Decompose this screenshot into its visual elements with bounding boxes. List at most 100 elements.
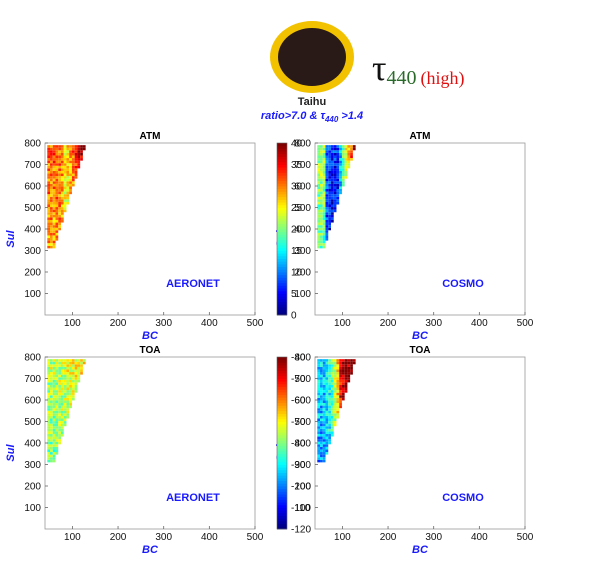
heatmap-cell — [322, 225, 326, 228]
heatmap-cell — [317, 366, 321, 370]
heatmap-cell — [330, 359, 334, 362]
site-label: Taihu — [298, 96, 327, 108]
heatmap-cell — [55, 145, 59, 148]
heatmap-cell — [347, 364, 351, 367]
heatmap-cell — [339, 183, 342, 187]
heatmap-cell — [50, 372, 53, 375]
heatmap-cell — [63, 403, 67, 406]
heatmap-cell — [325, 225, 329, 228]
heatmap-cell — [325, 361, 329, 365]
heatmap-cell — [325, 194, 329, 197]
heatmap-cell — [320, 382, 323, 385]
heatmap-cell — [63, 400, 67, 404]
heatmap-cell — [320, 232, 323, 236]
heatmap-cell — [47, 245, 51, 249]
heatmap-cell — [55, 199, 59, 202]
heatmap-cell — [74, 382, 78, 385]
heatmap-cell — [47, 240, 51, 244]
colorbar-segment — [277, 496, 287, 500]
colorbar-segment — [277, 172, 287, 176]
heatmap-cell — [47, 408, 51, 411]
heatmap-cell — [341, 377, 345, 380]
colorbar-segment — [277, 381, 287, 385]
heatmap-cell — [320, 441, 323, 445]
colorbar-tick-label: -70 — [291, 417, 306, 428]
heatmap-cell — [330, 405, 334, 409]
colorbar-segment — [277, 255, 287, 259]
heatmap-cell — [325, 379, 329, 383]
heatmap-cell — [320, 191, 323, 195]
colorbar-segment — [277, 443, 287, 447]
heatmap-cell — [50, 173, 53, 177]
heatmap-cell — [322, 147, 326, 151]
heatmap-cell — [55, 428, 59, 432]
heatmap-cell — [50, 227, 53, 231]
heatmap-cell — [50, 413, 53, 416]
heatmap-cell — [47, 374, 51, 378]
heatmap-cell — [82, 147, 86, 151]
heatmap-cell — [71, 374, 75, 378]
heatmap-cell — [66, 366, 70, 370]
heatmap-cell — [317, 230, 321, 233]
y-tick-label: 400 — [294, 225, 311, 236]
panel-3: 100 200 300 400 500100200300400500600700800T… — [5, 345, 264, 556]
heatmap-cell — [55, 369, 59, 373]
heatmap-cell — [347, 366, 351, 370]
heatmap-cell — [344, 147, 348, 151]
criteria-sub: 440 — [324, 115, 339, 124]
heatmap-cell — [63, 173, 67, 177]
heatmap-cell — [333, 377, 337, 380]
heatmap-cell — [55, 395, 59, 398]
heatmap-cell — [66, 186, 70, 190]
heatmap-cell — [66, 191, 70, 195]
heatmap-cell — [322, 423, 326, 427]
y-tick-label: 600 — [294, 396, 311, 407]
heatmap-cell — [71, 392, 75, 396]
heatmap-cell — [330, 384, 334, 388]
heatmap-cell — [52, 459, 56, 463]
colorbar-segment — [277, 437, 287, 441]
heatmap-cell — [58, 160, 61, 164]
panel-title: ATM — [410, 131, 431, 142]
heatmap-cell — [339, 191, 342, 195]
heatmap-cell — [322, 181, 326, 184]
colorbar-segment — [277, 151, 287, 155]
heatmap-cell — [58, 361, 61, 365]
heatmap-cell — [325, 155, 329, 159]
heatmap-cell — [317, 418, 321, 422]
heatmap-cell — [341, 395, 345, 398]
heatmap-cell — [77, 152, 81, 156]
colorbar-segment — [277, 453, 287, 457]
heatmap-cell — [325, 160, 329, 164]
heatmap-cell — [322, 173, 326, 177]
heatmap-cell — [58, 423, 61, 427]
heatmap-cell — [60, 160, 64, 164]
heatmap-cell — [60, 189, 64, 192]
heatmap-cell — [60, 163, 64, 166]
y-tick-label: 200 — [294, 268, 311, 279]
heatmap-cell — [52, 225, 56, 228]
heatmap-cell — [52, 423, 56, 427]
heatmap-cell — [328, 178, 331, 182]
heatmap-cell — [328, 431, 331, 434]
colorbar-segment — [277, 464, 287, 468]
heatmap-cell — [333, 178, 337, 182]
heatmap-cell — [317, 245, 321, 249]
heatmap-cell — [55, 410, 59, 414]
heatmap-cell — [339, 168, 342, 171]
heatmap-cell — [317, 204, 321, 208]
heatmap-cell — [60, 379, 64, 383]
heatmap-cell — [50, 219, 53, 223]
heatmap-cell — [322, 431, 326, 434]
heatmap-cell — [330, 410, 334, 414]
heatmap-cell — [69, 191, 72, 195]
heatmap-cell — [325, 238, 329, 241]
heatmap-cell — [317, 374, 321, 378]
heatmap-cell — [52, 392, 56, 396]
y-tick-label: 200 — [294, 482, 311, 493]
heatmap-cell — [320, 400, 323, 404]
heatmap-cell — [339, 150, 342, 153]
heatmap-cell — [339, 400, 342, 404]
heatmap-cell — [58, 191, 61, 195]
heatmap-cell — [50, 170, 53, 174]
